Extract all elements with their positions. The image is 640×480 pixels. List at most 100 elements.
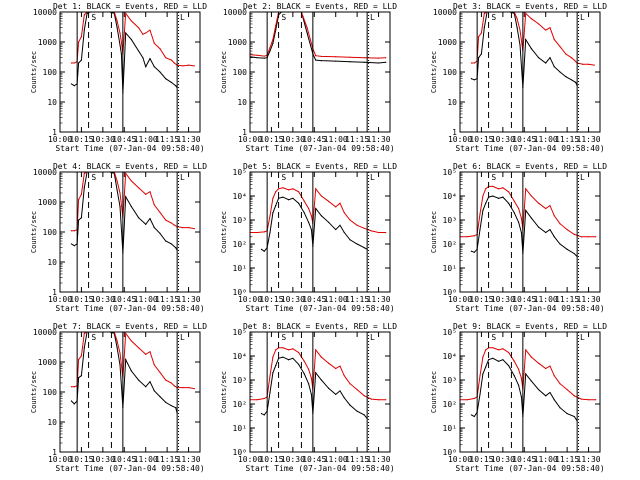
- lld-data-point: [307, 207, 310, 210]
- lld-data-point: [545, 29, 547, 31]
- events-data-point: [513, 212, 515, 214]
- events-data-point: [363, 247, 365, 249]
- x-tick-label: 11:15: [345, 455, 369, 464]
- lld-data-point: [70, 230, 73, 232]
- lld-data-point: [83, 332, 85, 334]
- events-data-point: [530, 380, 533, 382]
- y-tick-label: 10¹: [443, 424, 457, 433]
- lld-data-point: [256, 231, 258, 234]
- events-data-point: [327, 221, 330, 223]
- lld-data-point: [566, 388, 568, 391]
- events-data-point: [145, 223, 147, 225]
- x-tick-label: 10:45: [302, 135, 326, 144]
- lld-data-point: [327, 200, 330, 202]
- y-tick-label: 1: [52, 128, 57, 137]
- detector-panel-9: Det 9: BLACK = Events, RED = LLD 10⁰ 10¹ 10…: [430, 322, 607, 473]
- lld-data-point: [525, 349, 527, 351]
- events-data-point: [573, 252, 575, 255]
- lld-data-point: [473, 235, 475, 237]
- events-data-point: [497, 197, 500, 199]
- x-tick-label: 11:30: [577, 135, 601, 144]
- lld-series-line: [250, 347, 386, 401]
- events-data-point: [507, 202, 510, 204]
- x-tick-label: 11:00: [134, 295, 158, 304]
- lld-data-point: [315, 55, 317, 57]
- x-tick-label: 10:00: [238, 135, 262, 144]
- events-data-point: [80, 375, 83, 377]
- events-data-point: [343, 397, 345, 399]
- events-data-point: [269, 50, 271, 52]
- events-data-point: [310, 393, 313, 396]
- lld-data-point: [125, 332, 127, 334]
- events-data-point: [320, 215, 323, 217]
- marker-label: L: [580, 333, 585, 342]
- lld-data-point: [349, 56, 351, 58]
- events-data-point: [483, 27, 485, 29]
- lld-data-point: [587, 236, 590, 238]
- events-data-point: [570, 79, 573, 81]
- x-tick-label: 11:15: [555, 295, 579, 304]
- events-data-point: [275, 29, 277, 31]
- x-tick-label: 10:15: [469, 295, 493, 304]
- plot-frame: [459, 171, 601, 293]
- events-data-point: [479, 228, 481, 231]
- events-data-point: [170, 243, 173, 245]
- lld-data-point: [549, 204, 551, 207]
- events-data-point: [159, 232, 161, 234]
- lld-series-line: [460, 185, 596, 238]
- lld-data-point: [165, 379, 167, 381]
- y-axis-label: Counts/sec: [430, 211, 438, 253]
- lld-data-point: [537, 202, 540, 204]
- events-data-point: [256, 57, 258, 59]
- events-data-point: [116, 189, 118, 191]
- marker-label: L: [370, 333, 375, 342]
- x-tick-label: 10:30: [281, 295, 305, 304]
- events-data-point: [83, 187, 85, 189]
- lld-data-point: [73, 386, 75, 388]
- lld-data-point: [320, 195, 323, 197]
- lld-data-point: [349, 383, 351, 385]
- marker-label: S: [91, 13, 96, 22]
- events-data-point: [307, 221, 310, 223]
- events-data-point: [480, 53, 483, 55]
- x-tick-label: 10:15: [469, 135, 493, 144]
- x-tick-label: 11:15: [155, 295, 179, 304]
- events-data-point: [470, 78, 473, 80]
- events-data-point: [272, 42, 274, 44]
- lld-data-point: [466, 399, 468, 401]
- events-data-point: [482, 373, 484, 375]
- events-data-point: [80, 59, 83, 61]
- lld-data-point: [327, 362, 330, 364]
- events-data-point: [282, 356, 284, 358]
- events-data-point: [145, 386, 147, 388]
- events-data-point: [497, 360, 500, 362]
- y-tick-label: 10²: [443, 400, 457, 409]
- lld-data-point: [377, 399, 380, 401]
- events-data-point: [315, 207, 317, 210]
- marker-label: S: [91, 333, 96, 342]
- x-tick-label: 10:30: [91, 295, 115, 304]
- y-tick-label: 100: [43, 228, 58, 237]
- lld-data-point: [145, 353, 147, 355]
- x-tick-label: 11:15: [555, 135, 579, 144]
- x-tick-label: 11:30: [367, 295, 391, 304]
- lld-data-point: [335, 367, 337, 370]
- events-data-point: [530, 217, 533, 219]
- lld-data-point: [565, 53, 567, 55]
- y-tick-label: 10⁰: [233, 448, 247, 457]
- y-axis-label: Counts/sec: [220, 51, 228, 93]
- detector-panel-5: Det 5: BLACK = Events, RED = LLD 10⁰ 10¹ 10…: [220, 162, 397, 313]
- lld-data-point: [272, 197, 274, 199]
- lld-data-point: [145, 32, 147, 34]
- y-tick-label: 10000: [33, 8, 57, 17]
- events-data-point: [275, 364, 277, 367]
- lld-data-point: [297, 191, 300, 193]
- events-data-point: [502, 196, 504, 198]
- lld-data-point: [73, 62, 75, 64]
- lld-data-point: [173, 224, 175, 226]
- lld-data-point: [310, 215, 313, 217]
- marker-label: L: [370, 13, 375, 22]
- lld-data-point: [473, 62, 475, 64]
- events-data-point: [545, 395, 547, 397]
